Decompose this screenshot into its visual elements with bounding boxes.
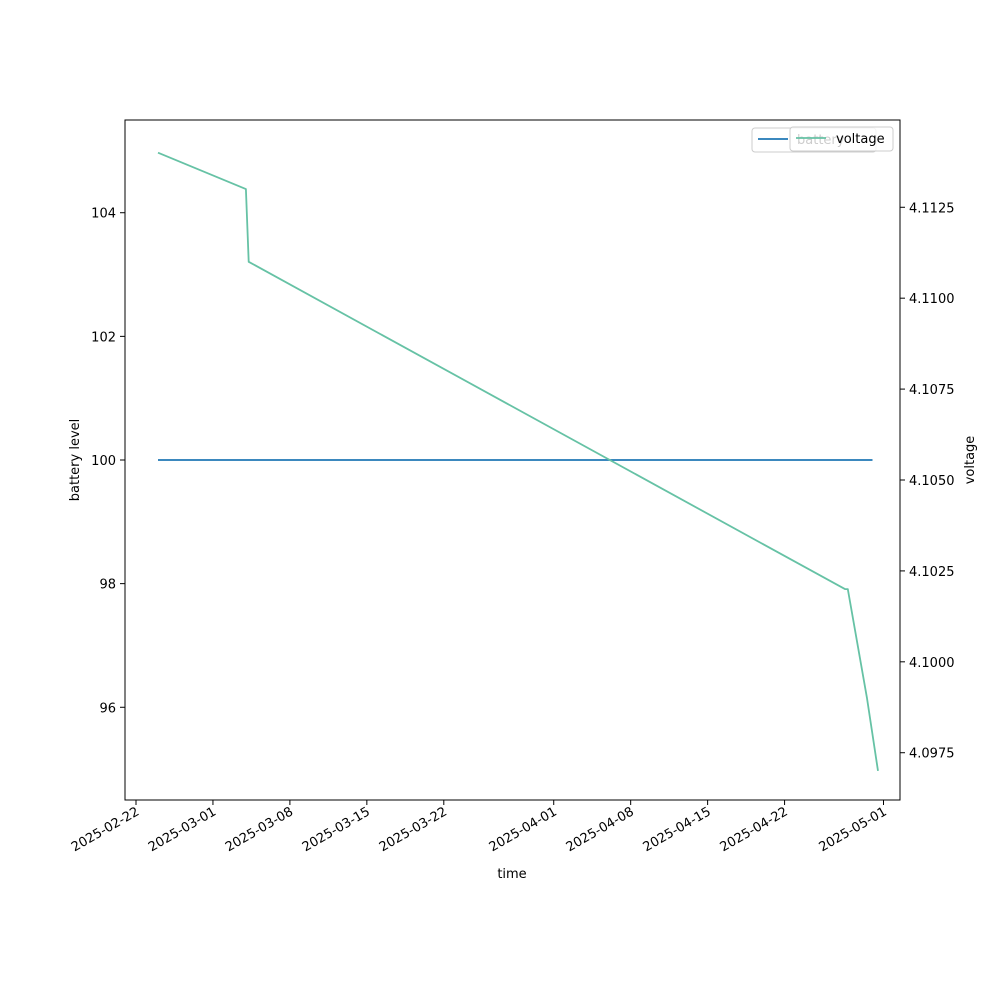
x-tick-label: 2025-03-15 — [300, 804, 373, 855]
x-tick-label: 2025-04-08 — [564, 804, 637, 855]
series-line-voltage — [157, 151, 879, 772]
y-left-tick-label: 102 — [91, 330, 116, 345]
y-left-tick-label: 104 — [91, 207, 116, 222]
x-tick-label: 2025-03-08 — [223, 804, 296, 855]
x-tick-label: 2025-04-01 — [487, 804, 560, 855]
y-left-tick-label: 98 — [99, 578, 116, 593]
y-right-tick-label: 4.0975 — [909, 747, 955, 762]
x-tick-label: 2025-03-22 — [377, 804, 450, 855]
x-tick-label: 2025-03-01 — [146, 804, 219, 855]
y-left-tick-label: 100 — [91, 454, 116, 469]
y-right-tick-label: 4.1100 — [909, 292, 955, 307]
y-axis-right: 4.0975 4.1000 4.1025 4.1050 4.1075 4.1100 4.11… — [900, 201, 955, 762]
y-axis-left-label: battery level — [68, 419, 83, 502]
plot-area — [157, 151, 879, 772]
legend-voltage-label: voltage — [836, 132, 885, 147]
x-tick-label: 2025-04-22 — [718, 804, 791, 855]
y-axis-right-label: voltage — [963, 436, 978, 485]
x-axis: 2025-02-22 2025-03-01 2025-03-08 2025-03-15… — [69, 800, 890, 855]
y-right-tick-label: 4.1125 — [909, 201, 955, 216]
legend-voltage-box — [789, 126, 894, 152]
x-tick-label: 2025-05-01 — [817, 804, 890, 855]
y-right-tick-label: 4.1075 — [909, 383, 955, 398]
x-tick-label: 2025-02-22 — [69, 804, 142, 855]
x-tick-label: 2025-04-15 — [641, 804, 714, 855]
legend-voltage: voltage — [789, 126, 894, 152]
y-left-tick-label: 96 — [99, 701, 116, 716]
x-axis-label: time — [497, 867, 526, 882]
y-right-tick-label: 4.1000 — [909, 656, 955, 671]
y-right-tick-label: 4.1050 — [909, 474, 955, 489]
y-right-tick-label: 4.1025 — [909, 565, 955, 580]
y-axis-left: 96 98 100 102 104 — [91, 207, 125, 716]
